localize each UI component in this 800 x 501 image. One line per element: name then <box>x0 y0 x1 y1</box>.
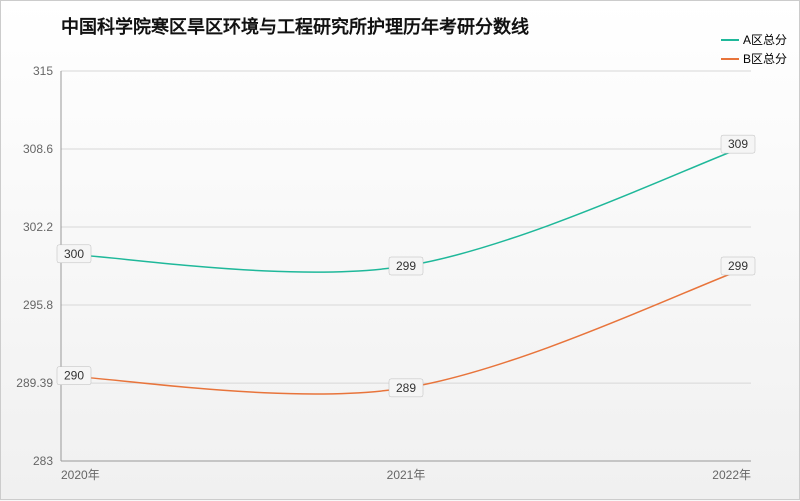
point-label: 300 <box>64 247 84 261</box>
point-label: 299 <box>396 259 416 273</box>
chart-container: 中国科学院寒区旱区环境与工程研究所护理历年考研分数线 A区总分 B区总分 283… <box>0 0 800 500</box>
point-label: 299 <box>728 259 748 273</box>
plot-area: 283 289.39 295.8 302.2 308.6 315 2020年 2021年 202… <box>1 1 800 501</box>
y-tick-label: 308.6 <box>23 142 53 156</box>
x-tick-label: 2022年 <box>712 468 751 482</box>
x-tick-label: 2021年 <box>387 468 426 482</box>
series-line <box>61 266 751 394</box>
point-label: 290 <box>64 369 84 383</box>
y-tick-label: 295.8 <box>23 298 53 312</box>
point-label: 309 <box>728 137 748 151</box>
y-tick-label: 302.2 <box>23 220 53 234</box>
y-tick-label: 315 <box>33 64 53 78</box>
series-line <box>61 144 751 272</box>
y-tick-label: 283 <box>33 454 53 468</box>
x-tick-label: 2020年 <box>61 468 100 482</box>
y-tick-label: 289.39 <box>16 376 53 390</box>
point-label: 289 <box>396 381 416 395</box>
